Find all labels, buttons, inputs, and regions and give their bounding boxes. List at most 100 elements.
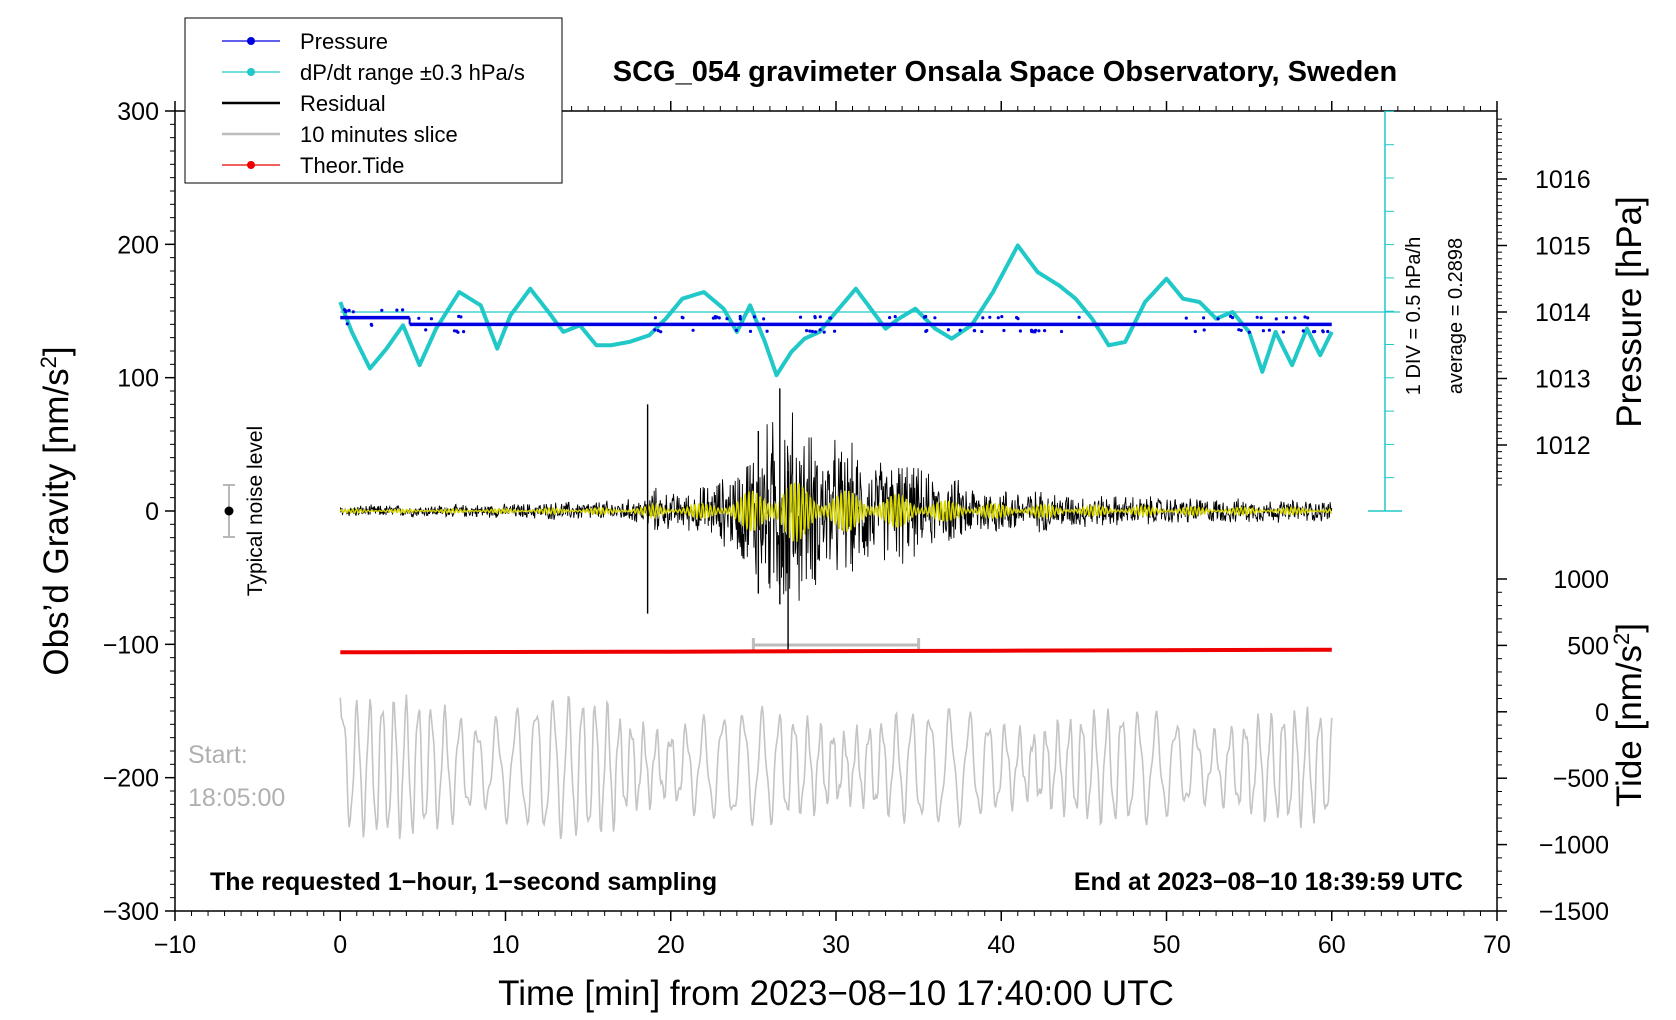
pressure-dot	[1267, 328, 1271, 332]
pressure-dot	[1326, 329, 1330, 334]
pressure-dot	[725, 317, 729, 321]
pressure-dot	[996, 316, 1000, 320]
x-tick-label: 30	[822, 931, 850, 959]
y-tick-label: −300	[103, 898, 159, 926]
noise-level-label: Typical noise level	[244, 426, 267, 596]
residual-smoothed-line	[339, 482, 1332, 542]
pressure-tick-label: 1012	[1535, 432, 1591, 460]
slice-line	[339, 694, 1333, 840]
x-tick-label: 0	[333, 931, 347, 959]
pressure-dot	[829, 316, 833, 320]
pressure-dot	[765, 329, 769, 333]
pressure-dot	[893, 315, 897, 319]
pressure-dot	[424, 328, 428, 332]
pressure-dot	[822, 330, 826, 334]
legend-swatch-dot	[247, 68, 255, 76]
dpdt-line	[338, 243, 1334, 378]
pressure-dot	[1259, 316, 1263, 320]
y-tick-label: 200	[117, 231, 159, 259]
pressure-tick-label: 1016	[1535, 166, 1591, 194]
x-tick-label: 70	[1483, 931, 1511, 959]
pressure-dot	[1202, 316, 1206, 320]
legend: Pressure dP/dt range ±0.3 hPa/s Residual 10…	[184, 17, 563, 184]
chart-title: SCG_054 gravimeter Onsala Space Observat…	[613, 56, 1397, 88]
pressure-dot	[691, 328, 695, 332]
start-label: Start:	[188, 741, 248, 769]
tide-tick-label: −1500	[1539, 898, 1609, 926]
legend-label: Theor.Tide	[300, 153, 404, 178]
pressure-tick-label: 1013	[1535, 366, 1591, 394]
pressure-dot	[1043, 329, 1047, 333]
pressure-dot	[380, 308, 384, 312]
pressure-dot	[1034, 328, 1038, 332]
pressure-dot	[1193, 329, 1197, 334]
pressure-dot	[805, 329, 809, 333]
legend-swatch-dot	[247, 161, 255, 169]
x-tick-label: −10	[154, 931, 196, 959]
y-tick-label: −100	[103, 631, 159, 659]
tide-tick-label: −500	[1553, 765, 1609, 793]
pressure-dot	[457, 314, 461, 318]
pressure-dot	[734, 328, 739, 332]
pressure-dot	[1247, 330, 1251, 334]
tide-line	[340, 647, 1332, 655]
pressure-dot	[417, 316, 421, 320]
scale-label-div: 1 DIV = 0.5 hPa/h	[1403, 237, 1425, 395]
pressure-dot	[351, 310, 355, 314]
pressure-dot	[1037, 329, 1041, 333]
pressure-dot	[933, 316, 937, 320]
pressure-dot	[813, 316, 817, 320]
pressure-dot	[888, 316, 892, 320]
pressure-dot	[1321, 330, 1325, 334]
pressure-dot	[1281, 330, 1285, 334]
pressure-dot	[653, 328, 657, 332]
pressure-dot	[401, 308, 405, 312]
pressure-dot	[1000, 315, 1004, 319]
legend-label: dP/dt range ±0.3 hPa/s	[300, 60, 525, 85]
pressure-dot	[1018, 329, 1023, 333]
pressure-dot	[1016, 317, 1020, 321]
pressure-dot	[1031, 330, 1035, 334]
pressure-dot	[981, 316, 985, 320]
pressure-dot	[1293, 316, 1297, 320]
pressure-dot	[653, 316, 658, 320]
start-time-label: 18:05:00	[188, 784, 285, 812]
scale-label-average: average = 0.2898	[1445, 238, 1467, 394]
pressure-dot	[455, 329, 459, 333]
pressure-dot	[1311, 330, 1316, 334]
noise-level-indicator	[223, 484, 235, 538]
pressure-dot	[762, 317, 766, 321]
pressure-dot	[681, 316, 685, 320]
pressure-dot	[659, 330, 663, 334]
pressure-dot	[345, 322, 349, 326]
tide-series	[340, 647, 1332, 655]
pressure-dot	[810, 329, 815, 333]
pressure-dot	[1303, 315, 1307, 319]
legend-label: 10 minutes slice	[300, 122, 458, 147]
pressure-dot	[369, 322, 373, 326]
pressure-tick-label: 1015	[1535, 233, 1591, 261]
legend-swatch-dot	[247, 37, 255, 45]
pressure-dot	[818, 328, 822, 332]
y-axis-label: Obs’d Gravity [nm/s2]	[36, 346, 77, 675]
dpdt-series	[338, 243, 1334, 378]
y-tick-label: 300	[117, 98, 159, 126]
footer-left: The requested 1−hour, 1−second sampling	[210, 868, 717, 896]
pressure-dot	[1202, 328, 1206, 332]
pressure-axis-label: Pressure [hPa]	[1610, 196, 1649, 428]
pressure-dot	[1229, 314, 1233, 318]
pressure-dot	[1239, 328, 1243, 332]
pressure-dot	[347, 308, 351, 312]
x-tick-label: 40	[987, 931, 1015, 959]
pressure-dot	[1237, 328, 1241, 332]
pressure-dot	[752, 315, 757, 319]
pressure-dot	[1002, 328, 1006, 333]
pressure-dot	[656, 329, 660, 333]
x-axis-label: Time [min] from 2023−08−10 17:40:00 UTC	[498, 974, 1174, 1013]
pressure-dot	[738, 314, 742, 319]
pressure-dot	[1284, 316, 1288, 320]
pressure-dot	[946, 328, 951, 332]
pressure-dot	[1255, 315, 1259, 319]
legend-label: Pressure	[300, 29, 388, 54]
x-tick-label: 60	[1318, 931, 1346, 959]
